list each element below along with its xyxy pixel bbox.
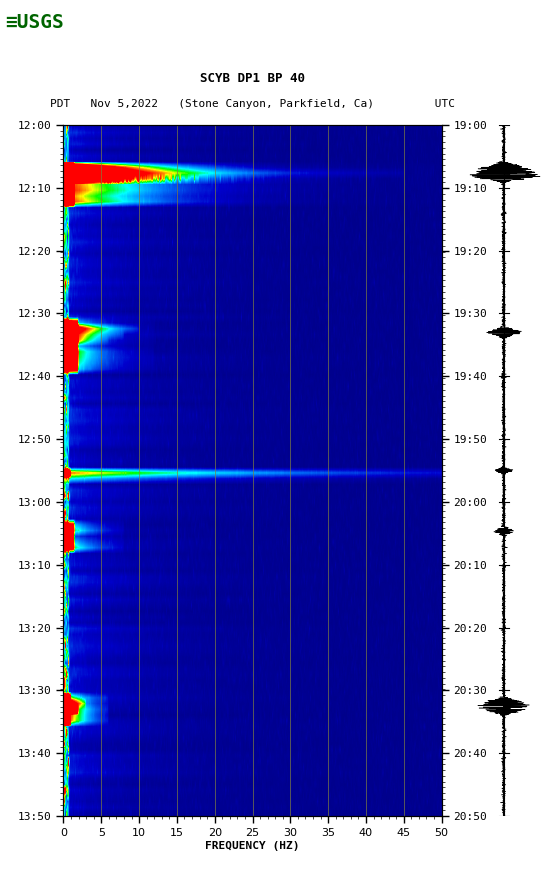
Text: PDT   Nov 5,2022   (Stone Canyon, Parkfield, Ca)         UTC: PDT Nov 5,2022 (Stone Canyon, Parkfield,… [50, 99, 455, 109]
X-axis label: FREQUENCY (HZ): FREQUENCY (HZ) [205, 841, 300, 851]
Text: SCYB DP1 BP 40: SCYB DP1 BP 40 [200, 71, 305, 85]
Text: ≡USGS: ≡USGS [6, 13, 64, 32]
